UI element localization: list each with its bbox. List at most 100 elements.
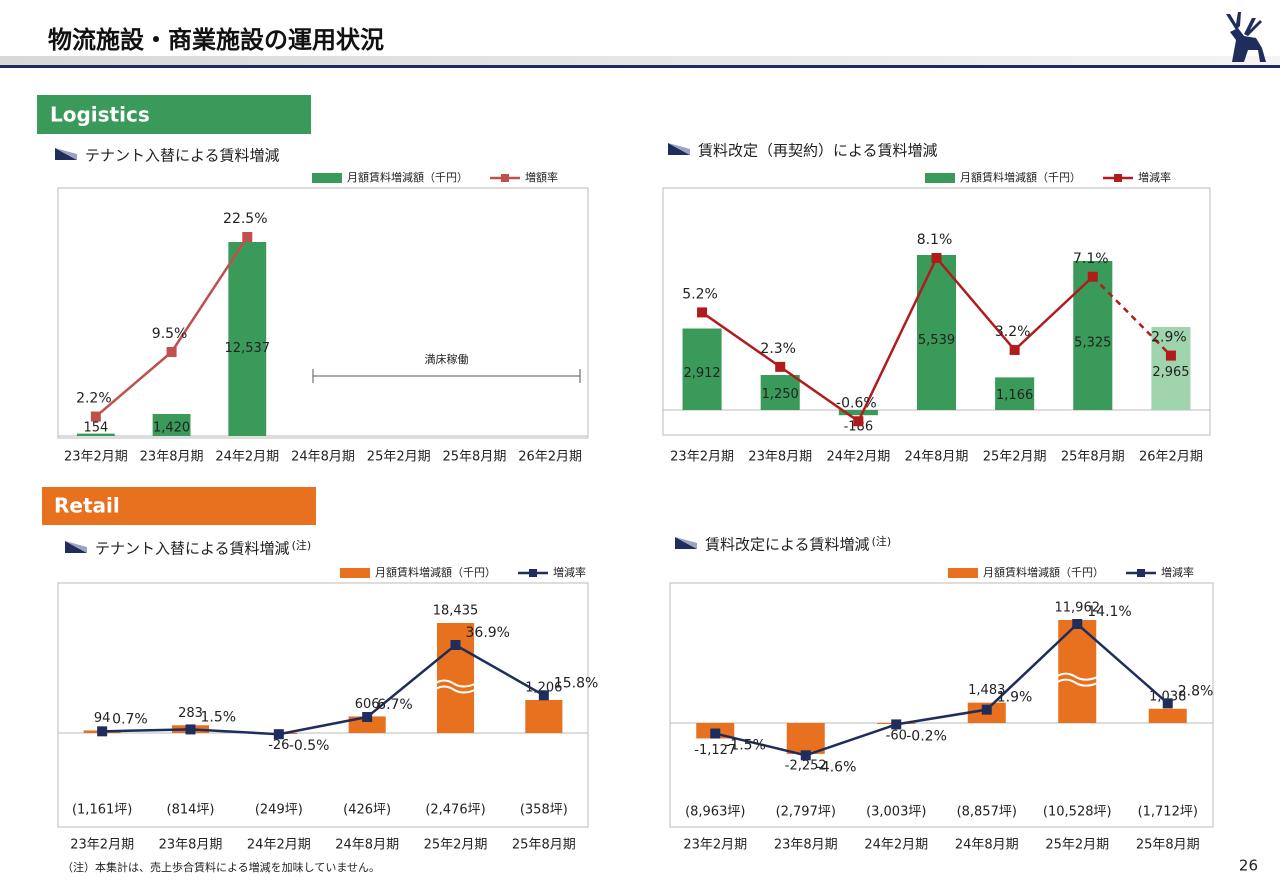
bar-value-label: 11,962 [1055,601,1101,616]
plot-frame [57,187,589,439]
logo [1226,12,1266,62]
bar-value-label: 2,912 [683,366,720,381]
line-value-label: -0.6% [836,395,877,411]
chart-subtitle: 賃料改定（再契約）による賃料増減 [698,142,938,160]
plot-frame [662,187,1211,436]
x-tick-label: 25年8月期 [443,450,507,465]
area-label: (249坪) [255,803,303,818]
line-marker [931,253,942,263]
x-tick-label: 25年2月期 [1045,838,1109,853]
line-value-label: -0.2% [906,728,947,744]
area-label: (10,528坪) [1043,805,1112,820]
line-value-label: 5.2% [682,286,718,302]
subtitle-icon [668,143,690,155]
legend-label: 月額賃料増減額（千円） [375,565,496,579]
bar-value-label: 1,250 [762,387,799,402]
bar-value-label: -2,252 [785,758,827,773]
line-value-label: -4.6% [816,759,857,775]
plot-frame [669,582,1214,828]
line-value-label: 14.1% [1087,604,1131,620]
section-label: Retail [54,494,120,518]
bar [76,433,115,436]
line-marker [710,728,721,739]
bar [838,410,878,416]
legend-label: 増減率 [1138,170,1171,184]
area-label: (8,963坪) [685,805,745,820]
line-value-label: 2.8% [1178,683,1214,699]
area-label: (1,161坪) [72,803,132,818]
chart-note: (注) [292,538,312,552]
x-tick-label: 24年8月期 [905,450,969,465]
line-marker [242,232,253,242]
legend-swatch [529,569,537,577]
legend-label: 月額賃料増減額（千円） [347,170,468,184]
line-value-label: 1.9% [997,690,1033,706]
line-marker [450,640,461,650]
x-tick-label: 24年2月期 [864,838,928,853]
area-label: (2,797坪) [776,805,836,820]
line-marker [185,724,196,735]
line-value-label: 15.8% [554,675,598,691]
line-value-label: 2.3% [760,341,796,357]
x-tick-label: 25年8月期 [512,838,576,853]
bar [916,255,957,410]
annotation: 満床稼働 [425,352,469,366]
line-marker [273,729,284,740]
bar [760,375,800,410]
bar [1148,708,1187,723]
subtitle-icon [65,541,87,553]
bar-value-label: 2,965 [1152,365,1189,380]
legend-swatch [312,173,342,183]
legend-label: 月額賃料増減額（千円） [983,565,1104,579]
bar-value-label: 1,166 [996,388,1033,403]
x-tick-label: 23年2月期 [70,838,134,853]
plot-frame [57,582,589,828]
line-value-label: 8.1% [917,232,953,248]
axis-break [1055,678,1099,687]
legend-swatch [501,174,509,182]
bar-value-label: 154 [83,421,108,436]
x-tick-label: 23年8月期 [774,838,838,853]
legend-swatch [948,568,978,578]
subtitle-icon [55,148,77,160]
chart-subtitle: テナント入替による賃料増減 [95,540,290,558]
bar-value-label: 1,483 [968,683,1005,698]
bar [1073,260,1113,410]
bar-value-label: 5,325 [1074,335,1111,350]
legend-label: 月額賃料増減額（千円） [960,170,1081,184]
line-series [102,643,545,736]
line-marker [1087,271,1098,282]
line-value-label: -1.5% [725,738,766,754]
line-marker [1162,698,1173,709]
footnote: （注）本集計は、売上歩合賃料による増減を加味していません。 [62,860,380,874]
x-tick-label: 23年2月期 [683,838,747,853]
legend-swatch [1114,174,1122,182]
bar [152,414,191,436]
line-marker [1009,344,1020,355]
bar-value-label: -1,127 [694,743,736,758]
line-marker [891,719,902,730]
line-marker [166,346,177,357]
x-tick-label: 25年8月期 [1061,450,1125,465]
bar [995,377,1035,410]
area-label: (3,003坪) [866,805,926,820]
line-marker [1165,350,1176,361]
legend-label: 増額率 [525,170,558,184]
line-marker [97,726,108,737]
line-value-label: 6.7% [377,697,413,713]
bar-value-label: 1,038 [1149,689,1186,704]
page-number: 26 [1239,857,1258,875]
bar-value-label: 1,420 [153,421,190,436]
chart-subtitle: テナント入替による賃料増減 [85,147,280,165]
x-tick-label: 23年2月期 [64,450,128,465]
axis-break [434,679,477,688]
x-tick-label: 23年8月期 [140,450,204,465]
line-marker [853,416,864,427]
x-tick-label: 25年2月期 [424,838,488,853]
bar-value-label: 1,206 [525,681,562,696]
legend-swatch [340,568,370,578]
line-marker [697,307,708,318]
line-value-label: 2.2% [76,391,112,407]
line-value-label: 7.1% [1073,251,1109,267]
legend-label: 増減率 [553,565,586,579]
